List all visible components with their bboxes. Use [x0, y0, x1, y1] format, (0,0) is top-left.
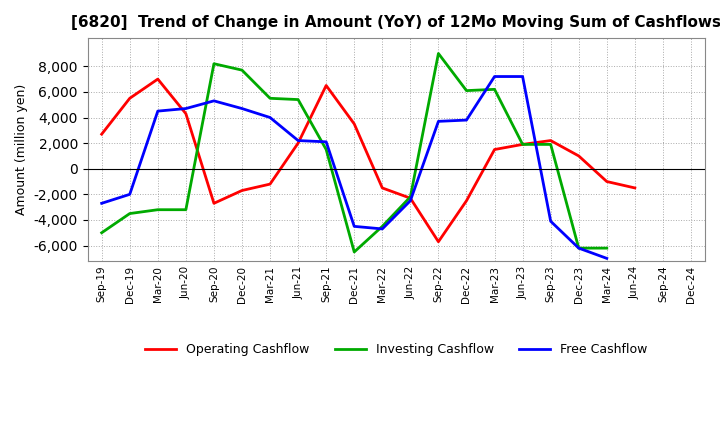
Free Cashflow: [210, 98, 218, 103]
Operating Cashflow: [603, 179, 611, 184]
Operating Cashflow: [631, 185, 639, 191]
Y-axis label: Amount (million yen): Amount (million yen): [15, 84, 28, 215]
Operating Cashflow: [181, 111, 190, 116]
Operating Cashflow: [434, 239, 443, 244]
Operating Cashflow: [238, 188, 246, 193]
Free Cashflow: [322, 139, 330, 144]
Free Cashflow: [350, 224, 359, 229]
Free Cashflow: [434, 119, 443, 124]
Free Cashflow: [125, 192, 134, 197]
Free Cashflow: [266, 115, 274, 120]
Investing Cashflow: [490, 87, 499, 92]
Free Cashflow: [490, 74, 499, 79]
Operating Cashflow: [322, 83, 330, 88]
Line: Free Cashflow: Free Cashflow: [102, 77, 607, 258]
Free Cashflow: [181, 106, 190, 111]
Free Cashflow: [546, 219, 555, 224]
Investing Cashflow: [294, 97, 302, 102]
Investing Cashflow: [546, 142, 555, 147]
Line: Investing Cashflow: Investing Cashflow: [102, 54, 607, 252]
Free Cashflow: [294, 138, 302, 143]
Investing Cashflow: [153, 207, 162, 213]
Investing Cashflow: [125, 211, 134, 216]
Investing Cashflow: [406, 194, 415, 200]
Investing Cashflow: [518, 142, 527, 147]
Title: [6820]  Trend of Change in Amount (YoY) of 12Mo Moving Sum of Cashflows: [6820] Trend of Change in Amount (YoY) o…: [71, 15, 720, 30]
Operating Cashflow: [518, 142, 527, 147]
Investing Cashflow: [462, 88, 471, 93]
Operating Cashflow: [350, 121, 359, 127]
Investing Cashflow: [575, 246, 583, 251]
Investing Cashflow: [181, 207, 190, 213]
Free Cashflow: [518, 74, 527, 79]
Operating Cashflow: [125, 95, 134, 101]
Operating Cashflow: [378, 185, 387, 191]
Operating Cashflow: [294, 140, 302, 146]
Free Cashflow: [238, 106, 246, 111]
Free Cashflow: [406, 198, 415, 203]
Line: Operating Cashflow: Operating Cashflow: [102, 79, 635, 242]
Operating Cashflow: [462, 198, 471, 203]
Free Cashflow: [153, 109, 162, 114]
Investing Cashflow: [350, 249, 359, 255]
Investing Cashflow: [322, 147, 330, 152]
Investing Cashflow: [210, 61, 218, 66]
Free Cashflow: [378, 226, 387, 231]
Operating Cashflow: [210, 201, 218, 206]
Investing Cashflow: [238, 67, 246, 73]
Operating Cashflow: [153, 77, 162, 82]
Investing Cashflow: [266, 95, 274, 101]
Investing Cashflow: [434, 51, 443, 56]
Free Cashflow: [97, 201, 106, 206]
Free Cashflow: [603, 256, 611, 261]
Operating Cashflow: [575, 153, 583, 158]
Operating Cashflow: [406, 195, 415, 201]
Operating Cashflow: [546, 138, 555, 143]
Operating Cashflow: [490, 147, 499, 152]
Operating Cashflow: [97, 132, 106, 137]
Investing Cashflow: [97, 230, 106, 235]
Operating Cashflow: [266, 181, 274, 187]
Free Cashflow: [575, 246, 583, 251]
Investing Cashflow: [603, 246, 611, 251]
Legend: Operating Cashflow, Investing Cashflow, Free Cashflow: Operating Cashflow, Investing Cashflow, …: [140, 338, 652, 362]
Investing Cashflow: [378, 224, 387, 229]
Free Cashflow: [462, 117, 471, 123]
